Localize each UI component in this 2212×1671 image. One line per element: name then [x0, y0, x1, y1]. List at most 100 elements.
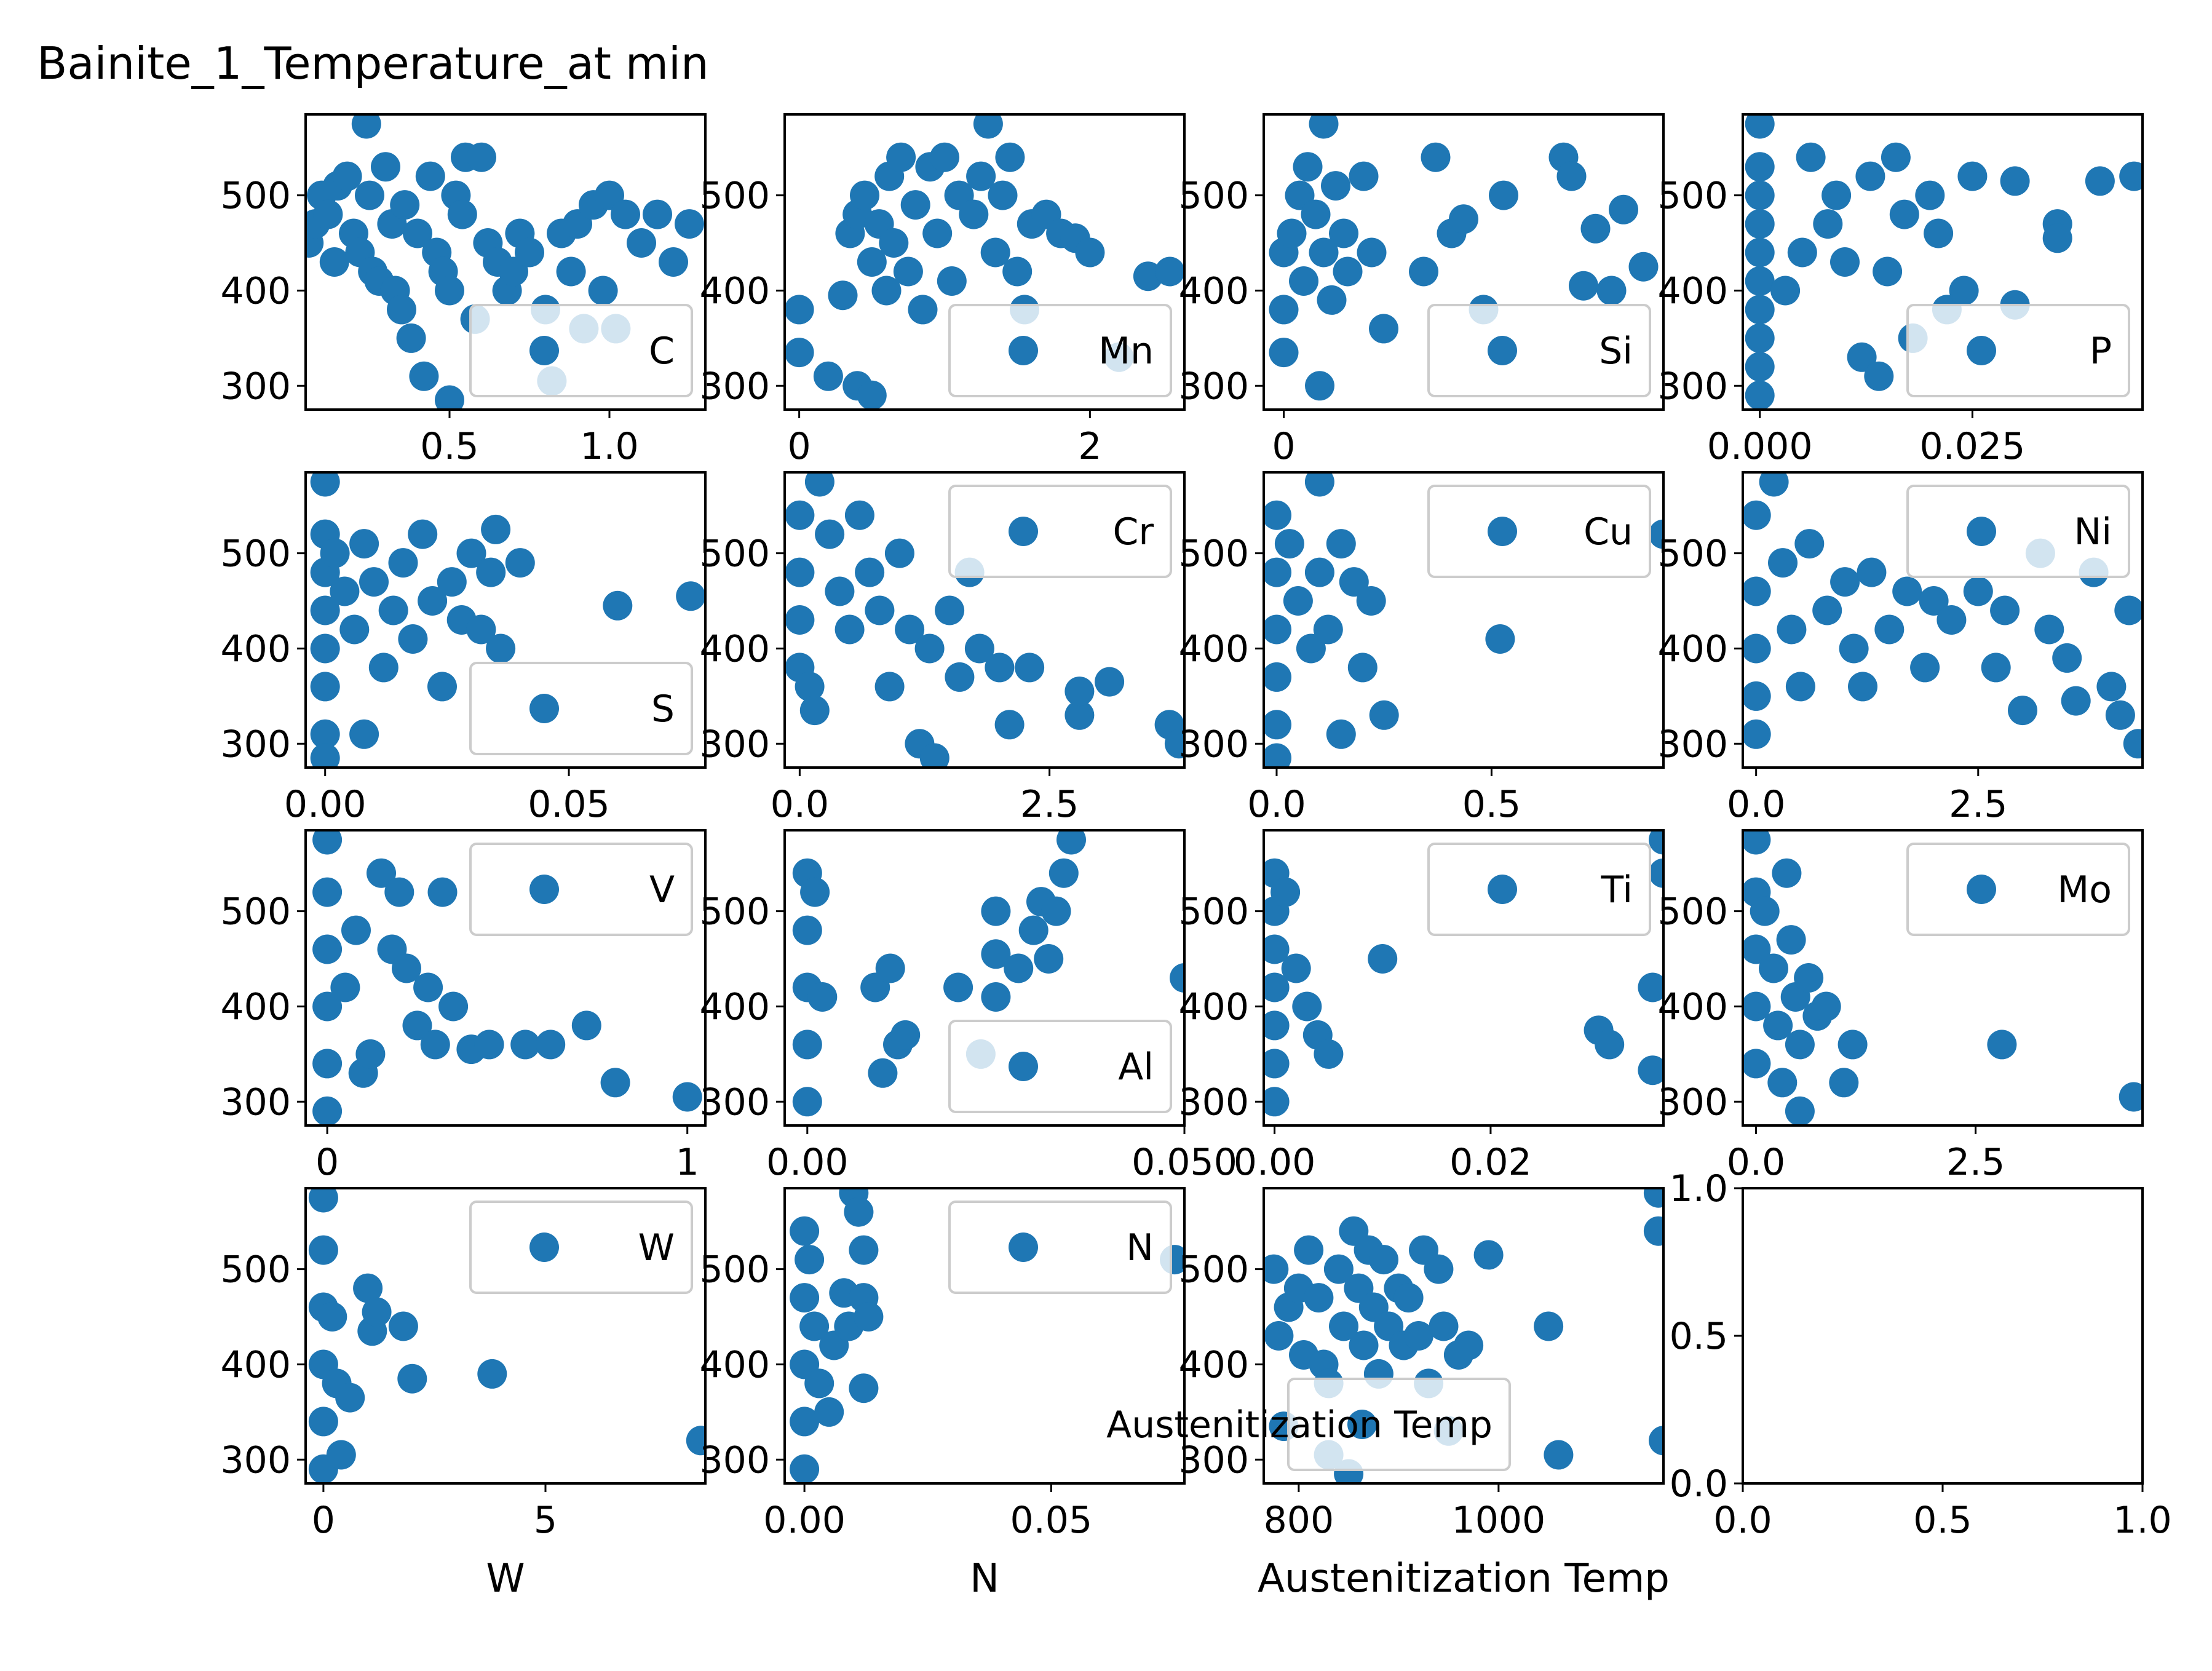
x-tick-label: 0 [1272, 425, 1295, 468]
data-point [1357, 237, 1387, 268]
y-tick-label: 500 [1657, 891, 1728, 934]
data-point [1794, 963, 1824, 993]
data-point [1910, 653, 1940, 683]
y-tick-label: 500 [699, 891, 770, 934]
axes-frame [783, 829, 1186, 1127]
data-point [1064, 677, 1095, 707]
data-point [1745, 266, 1775, 296]
legend-label: Ti [1601, 868, 1633, 911]
x-tick-label: 1 [676, 1141, 699, 1184]
x-tick-label: 0.00 [1234, 1141, 1316, 1184]
legend: Cr [948, 485, 1172, 578]
x-tick-label: 0.050 [1132, 1141, 1237, 1184]
data-point [627, 228, 656, 258]
data-point [1264, 1010, 1290, 1041]
legend-marker [1009, 336, 1038, 365]
scatter-series [790, 1188, 1184, 1483]
x-tick-label: 2 [1078, 425, 1101, 468]
x-tick-label: 0.00 [284, 783, 367, 826]
subplot-c: C 300 400 500 0.5 1.0 [220, 113, 707, 468]
legend-label: W [638, 1226, 675, 1269]
data-point [1743, 1049, 1771, 1079]
data-point [1264, 743, 1291, 768]
data-point [1277, 218, 1307, 248]
data-point [353, 1273, 383, 1303]
x-axis-label: W [486, 1556, 525, 1602]
subplot-si: Si 300 400 500 0 [1178, 113, 1665, 468]
data-point [1264, 500, 1291, 530]
data-point [335, 1383, 365, 1413]
data-point [1264, 557, 1291, 587]
data-point [981, 939, 1011, 969]
data-point [588, 276, 618, 306]
data-point [1785, 672, 1815, 702]
data-point [403, 218, 432, 248]
figure-title: Bainite_1_Temperature_at min [37, 38, 709, 89]
data-point [1368, 944, 1398, 974]
data-point [1269, 338, 1299, 368]
data-point [1759, 953, 1788, 983]
data-point [676, 581, 705, 611]
data-point [320, 538, 350, 568]
legend-marker [1488, 517, 1517, 546]
data-point [1745, 323, 1775, 353]
x-tick-label: 0.000 [1707, 425, 1813, 468]
data-point [611, 199, 640, 229]
data-point [1281, 953, 1311, 983]
y-tick-label: 300 [220, 1439, 291, 1482]
data-point [600, 1068, 630, 1098]
data-point [1264, 934, 1290, 964]
y-tick-label: 300 [699, 723, 770, 766]
data-point [312, 877, 343, 907]
x-tick-label: 0.025 [1920, 425, 2026, 468]
data-point [1949, 276, 1979, 306]
legend-label: Austenitization Temp [1106, 1403, 1493, 1447]
data-point [427, 877, 458, 907]
y-tick-label: 400 [220, 269, 291, 312]
data-point [1813, 209, 1843, 239]
data-point [1812, 595, 1842, 625]
data-point [1449, 204, 1478, 234]
x-axis-label: N [970, 1556, 999, 1602]
y-tick-label: 400 [699, 269, 770, 312]
legend-label: Si [1599, 330, 1633, 373]
data-point [2096, 672, 2127, 702]
legend-label: Cr [1112, 510, 1154, 554]
data-point [799, 1311, 830, 1341]
y-tick-label: 0.5 [1670, 1315, 1728, 1358]
data-point [1743, 991, 1771, 1022]
y-tick-label: 500 [220, 1248, 291, 1292]
data-point [1745, 295, 1775, 325]
data-point [1990, 595, 2020, 625]
data-point [1269, 295, 1299, 325]
data-point [392, 953, 421, 983]
legend-frame [1427, 485, 1651, 578]
legend-marker [1009, 1052, 1038, 1081]
data-point [510, 1030, 541, 1060]
data-point [1767, 1068, 1798, 1098]
axes-frame [1742, 829, 2144, 1127]
data-point [313, 199, 343, 229]
y-tick-label: 500 [220, 533, 291, 576]
data-point [447, 199, 477, 229]
legend-marker [1967, 875, 1996, 904]
y-tick-label: 1.0 [1670, 1167, 1728, 1210]
data-point [2119, 1082, 2143, 1112]
data-point [1919, 586, 1949, 616]
data-point [1064, 700, 1095, 730]
data-point [1544, 1440, 1574, 1470]
data-point [871, 276, 902, 306]
data-point [804, 1368, 834, 1399]
legend-label: Ni [2074, 510, 2112, 554]
data-point [857, 380, 887, 410]
data-point [857, 247, 887, 277]
data-point [317, 1302, 347, 1332]
data-point [1264, 1254, 1289, 1284]
data-point [1569, 271, 1598, 301]
data-point [505, 548, 535, 578]
data-point [476, 557, 506, 587]
data-point [966, 161, 996, 191]
data-point [1892, 576, 1922, 606]
scatter-series [1264, 472, 1663, 768]
